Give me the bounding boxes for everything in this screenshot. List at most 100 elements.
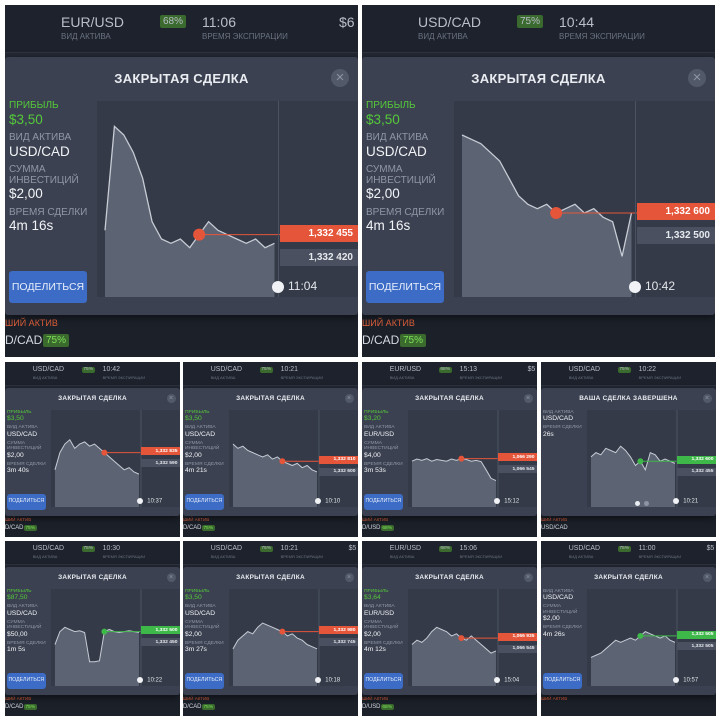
top-asset-name[interactable]: USD/CAD xyxy=(418,14,482,30)
investment-label: СУММА ИНВЕСТИЦИЙ xyxy=(363,620,399,631)
top-asset-name[interactable]: USD/CAD xyxy=(32,366,64,374)
share-button[interactable]: ПОДЕЛИТЬСЯ xyxy=(184,672,224,689)
payout-badge: 75% xyxy=(617,545,631,552)
asset-value: USD/CAD xyxy=(542,414,574,422)
hot-asset-label: ШИЙ АКТИВ xyxy=(5,696,32,702)
close-icon[interactable]: × xyxy=(688,69,706,87)
top-asset-name[interactable]: EUR/USD xyxy=(389,545,421,553)
dialog-title: ЗАКРЫТАЯ СДЕЛКА xyxy=(415,573,484,581)
close-icon[interactable]: × xyxy=(344,393,354,403)
open-price-tag: 1,066 290 xyxy=(498,453,537,462)
top-asset-name[interactable]: EUR/USD xyxy=(61,14,125,30)
expiry-time[interactable]: 11:06 xyxy=(202,14,236,30)
open-price-tag: 1,332 500 xyxy=(141,626,180,635)
price-chart: 1,332 835 1,332 590 10:37 xyxy=(50,409,180,507)
price-chart-svg xyxy=(461,101,715,297)
expiry-time[interactable]: 10:42 xyxy=(102,366,121,374)
price-area xyxy=(232,443,317,507)
bottom-asset-name[interactable]: D/CAD xyxy=(183,524,202,531)
price-chart: 1,332 980 1,332 745 10:18 xyxy=(228,588,358,686)
deal-time-value: 3m 27s xyxy=(184,646,207,654)
expiry-time[interactable]: 11:00 xyxy=(638,545,656,553)
share-button[interactable]: ПОДЕЛИТЬСЯ xyxy=(542,672,582,689)
share-button[interactable]: ПОДЕЛИТЬСЯ xyxy=(6,672,46,689)
close-icon[interactable]: × xyxy=(166,393,176,403)
closed-deal-dialog: ЗАКРЫТАЯ СДЕЛКА × ПРИБЫЛЬ $3,50 ВИД АКТИВА US… xyxy=(5,57,358,315)
share-button[interactable]: ПОДЕЛИТЬСЯ xyxy=(9,271,87,303)
finish-flag-icon xyxy=(494,677,501,684)
pager-dot[interactable] xyxy=(635,500,641,506)
close-icon[interactable]: × xyxy=(344,572,354,582)
top-asset-name[interactable]: EUR/USD xyxy=(389,366,421,374)
closed-deal-dialog: ВАША СДЕЛКА ЗАВЕРШЕНА × ВИД АКТИВА USD/CAD В… xyxy=(541,387,716,516)
put-marker-icon xyxy=(279,628,285,635)
payout-badge: 75% xyxy=(81,545,95,552)
close-icon[interactable]: × xyxy=(523,572,533,582)
bottom-payout-badge: 75% xyxy=(23,525,37,532)
investment-label: СУММА ИНВЕСТИЦИЙ xyxy=(363,441,399,452)
expiry-time-label: ВРЕМЯ ЭКСПИРАЦИИ xyxy=(559,32,645,41)
top-asset-name[interactable]: USD/CAD xyxy=(32,545,64,553)
dialog-title: ЗАКРЫТАЯ СДЕЛКА xyxy=(58,394,127,402)
deal-end-time-text: 10:10 xyxy=(325,498,341,505)
close-icon[interactable]: × xyxy=(702,393,712,403)
bottom-asset-name[interactable]: D/CAD xyxy=(183,703,202,710)
share-button[interactable]: ПОДЕЛИТЬСЯ xyxy=(184,493,224,510)
bottom-asset-name[interactable]: D/USD xyxy=(362,524,381,531)
price-chart: 1,066 290 1,066 545 15:12 xyxy=(407,409,537,507)
close-icon[interactable]: × xyxy=(331,69,349,87)
open-price-tag: 1,066 935 xyxy=(498,632,537,641)
expiry-time[interactable]: 15:06 xyxy=(459,545,478,553)
investment-label: СУММА ИНВЕСТИЦИЙ xyxy=(184,441,220,452)
deal-details: ПРИБЫЛЬ $3,50 ВИД АКТИВА USD/CAD СУММА ИНВЕС… xyxy=(5,410,51,479)
close-icon[interactable]: × xyxy=(702,572,712,582)
bottom-asset-name[interactable]: USD/CAD xyxy=(541,524,568,531)
deal-end-time-text: 10:22 xyxy=(147,677,163,684)
bottom-payout-badge: 68% xyxy=(380,704,394,711)
deal-time-label: ВРЕМЯ СДЕЛКИ xyxy=(542,625,582,631)
close-price-tag: 1,332 600 xyxy=(319,467,358,476)
asset-type-label: ВИД АКТИВА xyxy=(32,375,58,381)
expiry-time[interactable]: 15:13 xyxy=(459,366,478,374)
share-button[interactable]: ПОДЕЛИТЬСЯ xyxy=(363,672,403,689)
investment-label: СУММА ИНВЕСТИЦИЙ xyxy=(9,164,79,186)
investment-value: $2,00 xyxy=(363,630,381,638)
asset-label: ВИД АКТИВА xyxy=(6,604,38,610)
deal-time-label: ВРЕМЯ СДЕЛКИ xyxy=(6,641,46,647)
pager-dot[interactable] xyxy=(644,500,650,506)
close-price-tag: 1,332 420 xyxy=(280,248,358,266)
share-button[interactable]: ПОДЕЛИТЬСЯ xyxy=(366,271,444,303)
top-asset-name[interactable]: USD/CAD xyxy=(210,545,242,553)
close-icon[interactable]: × xyxy=(523,393,533,403)
asset-value: EUR/USD xyxy=(363,609,395,617)
screenshot-tile: USD/CAD ВИД АКТИВА 75% 10:44 ВРЕМЯ ЭКСПИРАЦИ… xyxy=(362,5,715,357)
price-chart-svg xyxy=(232,409,358,507)
price-line xyxy=(104,124,275,249)
deal-time-label: ВРЕМЯ СДЕЛКИ xyxy=(184,462,224,468)
share-button[interactable]: ПОДЕЛИТЬСЯ xyxy=(6,493,46,510)
bottom-asset-name[interactable]: D/CAD xyxy=(362,332,400,347)
expiry-time[interactable]: 10:44 xyxy=(559,14,595,30)
expiry-time[interactable]: 10:22 xyxy=(638,366,657,374)
call-marker-icon xyxy=(101,628,107,635)
profit-label: ПРИБЫЛЬ xyxy=(366,100,416,111)
bottom-asset-name[interactable]: D/CAD xyxy=(5,332,43,347)
put-marker-icon xyxy=(101,449,107,456)
deal-end-time: 15:12 xyxy=(494,498,519,505)
bottom-asset-name[interactable]: D/CAD xyxy=(5,524,24,531)
bottom-asset-strip: ШИЙ АКТИВ D/CAD 75% xyxy=(362,314,715,357)
expiry-time[interactable]: 10:21 xyxy=(280,366,299,374)
bottom-asset-name[interactable]: D/CAD xyxy=(5,703,24,710)
pager-dots[interactable] xyxy=(635,493,653,511)
close-icon[interactable]: × xyxy=(166,572,176,582)
asset-bar: USD/CAD ВИД АКТИВА 75% 10:42 ВРЕМЯ ЭКСПИРАЦИ… xyxy=(5,362,180,386)
share-button[interactable]: ПОДЕЛИТЬСЯ xyxy=(363,493,403,510)
bottom-asset-name[interactable]: D/USD xyxy=(362,703,381,710)
top-asset-name[interactable]: USD/CAD xyxy=(568,545,600,553)
top-asset-name[interactable]: USD/CAD xyxy=(210,366,242,374)
expiry-time[interactable]: 10:30 xyxy=(102,545,121,553)
top-asset-name[interactable]: USD/CAD xyxy=(568,366,600,374)
expiry-time[interactable]: 10:21 xyxy=(280,545,299,553)
bottom-payout-badge: 75% xyxy=(43,333,70,347)
open-price-tag: 1,332 980 xyxy=(319,626,358,635)
